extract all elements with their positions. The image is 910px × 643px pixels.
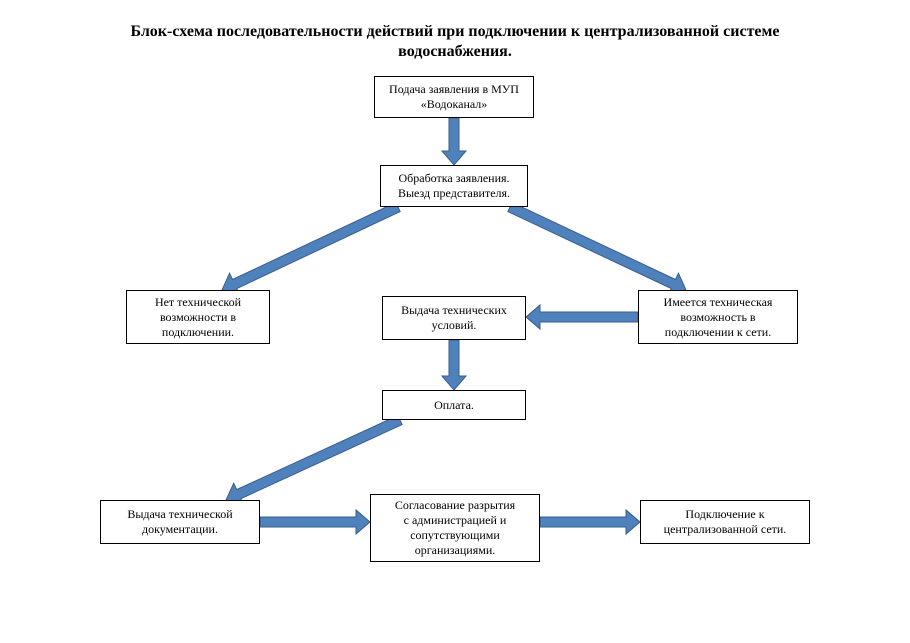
flow-node-n5: Имеется техническая возможность в подклю… <box>638 290 798 344</box>
flow-arrow-n2-n3 <box>217 196 403 301</box>
flow-arrow-n8-n9 <box>540 510 640 534</box>
flowchart-canvas: Блок-схема последовательности действий п… <box>0 0 910 643</box>
flow-arrow-n2-n5 <box>505 196 691 301</box>
flow-node-n8: Согласование разрытия с администрацией и… <box>370 494 540 562</box>
flow-arrow-n5-n4 <box>526 305 638 329</box>
flow-node-n9: Подключение к централизованной сети. <box>640 500 810 544</box>
flow-node-n1: Подача заявления в МУП «Водоканал» <box>374 76 534 118</box>
title-line-1: Блок-схема последовательности действий п… <box>0 22 910 42</box>
flow-node-n2: Обработка заявления. Выезд представителя… <box>380 165 528 207</box>
title-line-2: водоснабжения. <box>0 42 910 62</box>
flow-node-n4: Выдача технических условий. <box>382 296 526 340</box>
flow-node-n6: Оплата. <box>382 390 526 420</box>
flow-node-n3: Нет технической возможности в подключени… <box>126 290 270 344</box>
flow-arrow-n4-n6 <box>442 340 466 390</box>
flow-node-n7: Выдача технической документации. <box>100 500 260 544</box>
flow-arrow-n1-n2 <box>442 118 466 165</box>
flow-arrow-n7-n8 <box>260 510 370 534</box>
